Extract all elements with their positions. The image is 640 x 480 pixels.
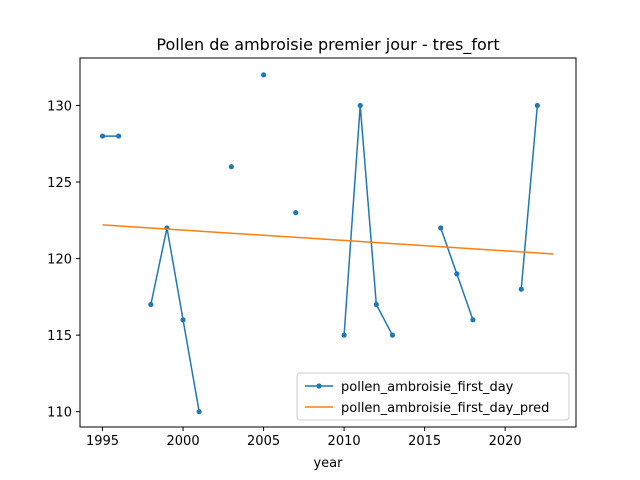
legend-label: pollen_ambroisie_first_day_pred	[341, 401, 549, 416]
x-tick-label: 2010	[328, 434, 361, 449]
series-1-point	[99, 133, 106, 139]
series-1-point	[357, 102, 363, 109]
x-tick-label: 2015	[408, 434, 441, 449]
series-1-point	[454, 271, 460, 277]
plot-area	[99, 72, 554, 415]
legend-marker	[316, 383, 322, 389]
legend: pollen_ambroisie_first_day pollen_ambrois…	[296, 372, 570, 421]
series-1-point	[470, 317, 476, 323]
series-1-point	[373, 301, 379, 308]
series-1-line	[520, 105, 539, 290]
x-tick-label: 1995	[86, 434, 119, 449]
series-1-point	[196, 409, 202, 415]
series-1-point	[293, 210, 299, 216]
legend-box	[296, 372, 570, 421]
x-tick-label: 2000	[167, 434, 200, 449]
chart-title: Pollen de ambroisie premier jour - tres_…	[156, 35, 499, 55]
axis-ticks: 1995 2000 2005 2010 2015 2020 110 115 120 125 130	[47, 99, 522, 449]
series-1-point	[389, 332, 396, 338]
series-1-point	[260, 72, 267, 78]
series-1-point	[148, 301, 154, 308]
series-1-point	[534, 102, 540, 109]
series-1-line	[343, 105, 394, 336]
series-1-point	[518, 286, 524, 292]
series-1-point	[438, 225, 444, 231]
y-tick-label: 110	[47, 406, 72, 421]
series-1-point	[116, 133, 122, 139]
plot-frame	[79, 57, 577, 428]
series-1-point	[341, 332, 347, 338]
x-tick-label: 2005	[247, 434, 280, 449]
y-tick-label: 130	[47, 99, 72, 114]
series-1-line	[150, 227, 200, 412]
x-axis-label: year	[313, 456, 343, 471]
series-1-point	[228, 164, 234, 170]
series-2-line	[102, 224, 554, 255]
legend-label: pollen_ambroisie_first_day	[341, 380, 514, 395]
y-tick-label: 115	[47, 329, 72, 344]
y-tick-label: 125	[47, 176, 72, 191]
series-1-point	[180, 317, 186, 323]
x-tick-label: 2020	[489, 434, 522, 449]
y-tick-label: 120	[47, 253, 72, 268]
